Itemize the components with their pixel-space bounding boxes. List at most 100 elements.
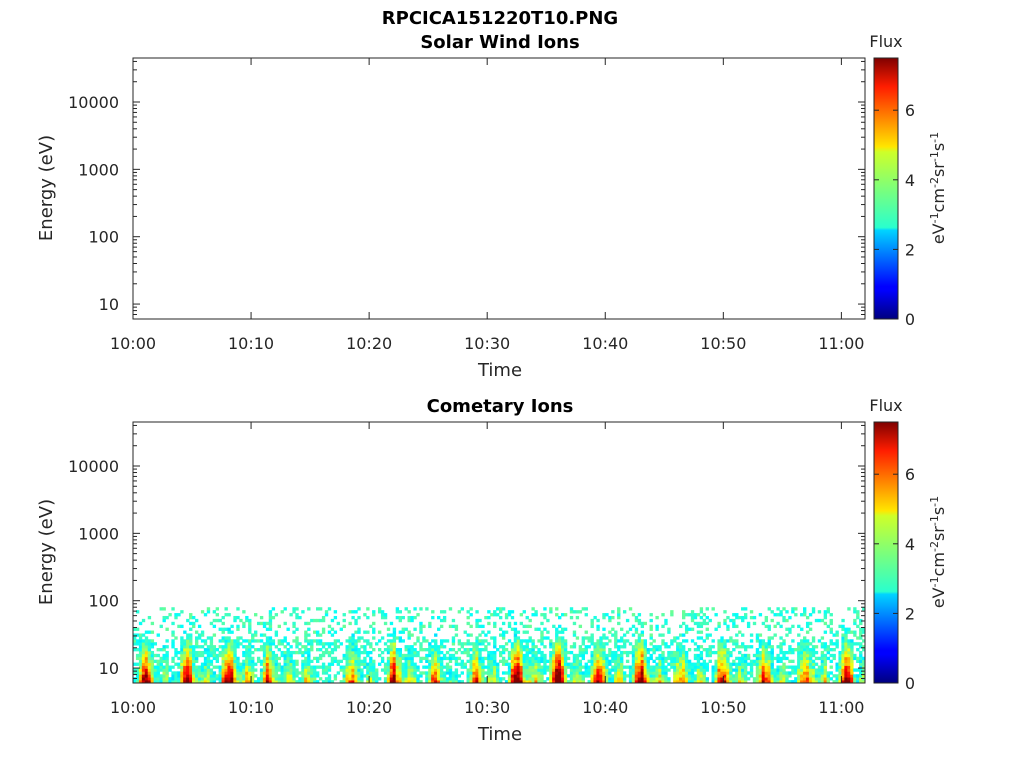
flux-cell bbox=[254, 639, 258, 643]
flux-cell bbox=[192, 671, 196, 675]
flux-cell bbox=[646, 662, 650, 666]
flux-cell bbox=[814, 674, 819, 678]
flux-cell bbox=[811, 671, 816, 675]
flux-cell bbox=[823, 668, 828, 672]
flux-cell bbox=[767, 627, 771, 631]
flux-cell bbox=[823, 621, 828, 626]
flux-cell bbox=[251, 645, 255, 649]
flux-cell bbox=[292, 668, 296, 672]
flux-cell bbox=[584, 665, 588, 669]
flux-cell bbox=[850, 659, 854, 664]
flux-cell bbox=[847, 677, 851, 681]
flux-cell bbox=[286, 665, 290, 669]
flux-cell bbox=[658, 653, 662, 658]
flux-cell bbox=[254, 648, 258, 652]
flux-cell bbox=[475, 665, 479, 669]
flux-cell bbox=[859, 653, 863, 658]
flux-cell bbox=[755, 674, 760, 678]
flux-cell bbox=[797, 659, 801, 664]
flux-cell bbox=[307, 607, 311, 611]
flux-cell bbox=[808, 659, 813, 664]
flux-cell bbox=[407, 610, 411, 614]
x-tick-label: 10:00 bbox=[110, 334, 156, 353]
flux-cell bbox=[398, 653, 402, 658]
flux-cell bbox=[667, 662, 671, 666]
flux-cell bbox=[581, 677, 585, 681]
flux-cell bbox=[180, 639, 184, 643]
flux-cell bbox=[560, 630, 565, 634]
flux-cell bbox=[313, 656, 317, 661]
flux-cell bbox=[233, 680, 237, 683]
flux-cell bbox=[478, 659, 482, 664]
flux-cell bbox=[808, 674, 813, 678]
flux-cell bbox=[593, 680, 597, 683]
flux-cell bbox=[369, 662, 373, 666]
flux-cell bbox=[186, 636, 190, 640]
flux-cell bbox=[144, 645, 149, 649]
flux-cell bbox=[301, 610, 305, 614]
flux-cell bbox=[493, 671, 497, 675]
flux-cell bbox=[528, 659, 532, 664]
flux-cell bbox=[425, 656, 429, 661]
flux-cell bbox=[791, 668, 795, 672]
flux-cell bbox=[569, 668, 574, 672]
flux-cell bbox=[354, 665, 358, 669]
flux-cell bbox=[437, 650, 441, 655]
flux-cell bbox=[298, 642, 302, 646]
flux-cell bbox=[738, 662, 742, 666]
flux-cell bbox=[162, 645, 166, 649]
colorbar-tick-label: 4 bbox=[905, 171, 915, 190]
flux-cell bbox=[333, 642, 338, 646]
flux-cell bbox=[248, 653, 252, 658]
flux-cell bbox=[560, 659, 565, 664]
flux-cell bbox=[741, 633, 745, 637]
flux-cell bbox=[637, 653, 642, 658]
flux-cell bbox=[439, 659, 444, 664]
flux-cell bbox=[705, 665, 709, 669]
flux-cell bbox=[457, 674, 462, 678]
flux-cell bbox=[566, 662, 571, 666]
flux-cell bbox=[738, 630, 742, 634]
flux-cell bbox=[791, 680, 795, 683]
flux-cell bbox=[360, 645, 364, 649]
flux-cell bbox=[200, 671, 205, 675]
flux-cell bbox=[782, 650, 786, 655]
flux-cell bbox=[345, 680, 349, 683]
flux-cell bbox=[345, 665, 349, 669]
flux-cell bbox=[490, 659, 494, 664]
flux-cell bbox=[631, 677, 636, 681]
flux-cell bbox=[711, 674, 715, 678]
flux-cell bbox=[590, 633, 594, 637]
flux-cell bbox=[770, 671, 774, 675]
flux-cell bbox=[779, 650, 783, 655]
flux-cell bbox=[726, 639, 730, 643]
flux-cell bbox=[321, 680, 326, 683]
flux-cell bbox=[711, 645, 715, 649]
flux-cell bbox=[637, 613, 642, 617]
flux-cell bbox=[398, 610, 402, 614]
flux-cell bbox=[720, 645, 724, 649]
flux-cell bbox=[307, 621, 311, 626]
flux-cell bbox=[351, 671, 355, 675]
flux-cell bbox=[587, 671, 591, 675]
flux-cell bbox=[776, 621, 780, 626]
flux-cell bbox=[699, 653, 704, 658]
flux-cell bbox=[856, 636, 860, 640]
flux-cell bbox=[699, 624, 704, 629]
flux-cell bbox=[558, 656, 562, 661]
flux-cell bbox=[723, 665, 727, 669]
flux-cell bbox=[212, 624, 217, 629]
flux-cell bbox=[593, 615, 597, 620]
flux-cell bbox=[684, 662, 689, 666]
flux-cell bbox=[844, 627, 848, 631]
flux-cell bbox=[811, 677, 816, 681]
flux-cell bbox=[407, 630, 411, 634]
flux-cell bbox=[286, 627, 290, 631]
flux-cell bbox=[555, 630, 559, 634]
flux-cell bbox=[649, 653, 653, 658]
flux-cell bbox=[180, 671, 184, 675]
flux-cell bbox=[743, 680, 748, 683]
flux-cell bbox=[684, 627, 689, 631]
flux-cell bbox=[203, 639, 208, 643]
flux-cell bbox=[628, 627, 633, 631]
